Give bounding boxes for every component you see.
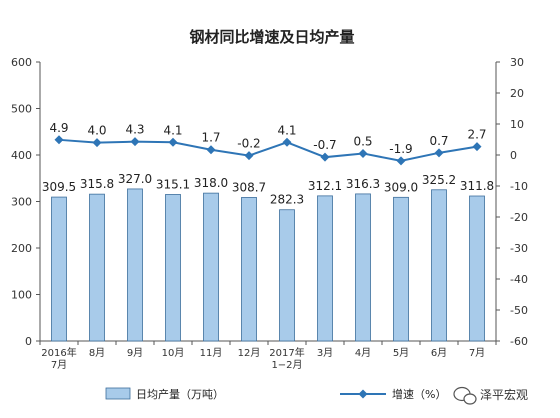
right-tick-label: 10 bbox=[510, 118, 524, 131]
bar bbox=[127, 188, 143, 342]
x-category-label: 4月 bbox=[355, 347, 371, 359]
bar-data-label: 315.8 bbox=[80, 177, 114, 191]
bar-data-label: 316.3 bbox=[346, 177, 380, 191]
left-tick-label: 400 bbox=[11, 149, 32, 162]
line-data-label: -0.7 bbox=[313, 138, 336, 152]
bar-data-label: 315.1 bbox=[156, 177, 190, 191]
x-category-label: 10月 bbox=[162, 347, 185, 359]
bar bbox=[203, 192, 219, 342]
x-category-label: 9月 bbox=[127, 347, 143, 359]
line-data-label: 4.1 bbox=[163, 123, 182, 137]
bar bbox=[51, 196, 67, 342]
bar bbox=[431, 189, 447, 342]
right-tick-label: -30 bbox=[510, 242, 528, 255]
bar-data-label: 325.2 bbox=[422, 173, 456, 187]
x-category-label: 8月 bbox=[89, 347, 105, 359]
bar-data-label: 308.7 bbox=[232, 180, 266, 194]
watermark-text: 泽平宏观 bbox=[480, 387, 528, 402]
bar bbox=[317, 195, 333, 342]
line-marker bbox=[282, 137, 292, 147]
plot-area: 0 100 200 300 400 500 600 -60 -50 -40 -30 -20 -10 0 10… bbox=[11, 56, 528, 371]
line-data-label: 4.1 bbox=[277, 123, 296, 137]
left-tick-label: 300 bbox=[11, 196, 32, 209]
growth-line bbox=[58, 138, 478, 162]
right-tick-label: 30 bbox=[510, 56, 524, 69]
line-data-label: -1.9 bbox=[389, 142, 412, 156]
bar bbox=[279, 209, 295, 342]
line-marker bbox=[320, 152, 330, 162]
x-category-label: 7月 bbox=[51, 359, 67, 371]
right-tick-label: 20 bbox=[510, 87, 524, 100]
line-marker bbox=[358, 148, 368, 158]
right-tick-label: -10 bbox=[510, 180, 528, 193]
wechat-icon-bubble bbox=[463, 393, 477, 405]
line-data-label: -0.2 bbox=[237, 137, 260, 151]
left-tick-label: 500 bbox=[11, 103, 32, 116]
bar-data-label: 311.8 bbox=[460, 179, 494, 193]
bar-data-label: 327.0 bbox=[118, 172, 152, 186]
line-marker bbox=[130, 137, 140, 147]
x-category-label: 5月 bbox=[393, 347, 409, 359]
line-marker bbox=[472, 142, 482, 152]
bar bbox=[393, 196, 409, 342]
bar bbox=[241, 197, 257, 342]
left-tick-label: 600 bbox=[11, 56, 32, 69]
bar-data-label: 309.5 bbox=[42, 180, 76, 194]
line-marker bbox=[92, 138, 102, 148]
bar bbox=[165, 194, 181, 342]
line-marker bbox=[54, 135, 64, 145]
bar-data-label: 318.0 bbox=[194, 176, 228, 190]
line-data-label: 1.7 bbox=[201, 131, 220, 145]
right-tick-label: -20 bbox=[510, 211, 528, 224]
bar bbox=[89, 193, 105, 342]
legend-bar-label: 日均产量（万吨） bbox=[136, 387, 224, 401]
left-tick-label: 200 bbox=[11, 242, 32, 255]
x-category-label: 12月 bbox=[238, 347, 261, 359]
chart-title: 钢材同比增速及日均产量 bbox=[189, 28, 354, 46]
line-marker bbox=[434, 148, 444, 158]
bar-data-label: 282.3 bbox=[270, 193, 304, 207]
line-data-label: 0.7 bbox=[429, 134, 448, 148]
line-data-label: 4.9 bbox=[49, 121, 68, 135]
line-marker bbox=[168, 137, 178, 147]
left-tick-label: 0 bbox=[25, 335, 32, 348]
x-category-label: 2017年 bbox=[269, 346, 304, 359]
line-marker bbox=[396, 156, 406, 166]
x-category-label: 2016年 bbox=[41, 346, 76, 359]
line-marker bbox=[206, 145, 216, 155]
legend: 日均产量（万吨） 增速（%） bbox=[105, 387, 446, 401]
right-tick-label: -40 bbox=[510, 273, 528, 286]
x-category-label: 7月 bbox=[469, 347, 485, 359]
right-tick-label: -60 bbox=[510, 335, 528, 348]
bar-data-label: 309.0 bbox=[384, 180, 418, 194]
x-category-label: 6月 bbox=[431, 347, 447, 359]
left-tick-label: 100 bbox=[11, 289, 32, 302]
x-category-label: 1−2月 bbox=[271, 359, 302, 371]
bar-data-label: 312.1 bbox=[308, 179, 342, 193]
legend-bar-swatch bbox=[105, 387, 131, 400]
line-marker bbox=[244, 151, 254, 161]
line-data-label: 0.5 bbox=[353, 134, 372, 148]
right-tick-label: 0 bbox=[510, 149, 517, 162]
right-tick-label: -50 bbox=[510, 304, 528, 317]
bar bbox=[469, 195, 485, 342]
bar bbox=[355, 193, 371, 342]
line-data-label: 4.0 bbox=[87, 124, 106, 138]
line-data-label: 4.3 bbox=[125, 123, 144, 137]
watermark: 泽平宏观 bbox=[453, 386, 528, 405]
x-category-label: 11月 bbox=[200, 347, 223, 359]
legend-line-label: 增速（%） bbox=[392, 387, 446, 401]
line-data-label: 2.7 bbox=[467, 128, 486, 142]
x-category-label: 3月 bbox=[317, 347, 333, 359]
legend-line-marker bbox=[358, 389, 368, 399]
